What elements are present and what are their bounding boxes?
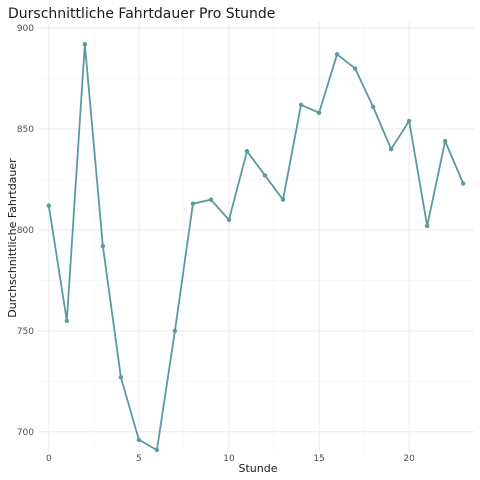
x-tick-label: 5 bbox=[136, 454, 142, 464]
line-segment bbox=[137, 438, 158, 451]
data-point bbox=[352, 66, 358, 71]
data-point bbox=[100, 243, 106, 249]
data-point bbox=[424, 223, 430, 229]
line-segment bbox=[192, 198, 212, 205]
line-segment bbox=[336, 53, 356, 70]
line-segment bbox=[444, 140, 465, 185]
chart-title: Durschnittliche Fahrtdauer Pro Stunde bbox=[8, 6, 275, 22]
data-point bbox=[334, 52, 340, 57]
line-segment bbox=[65, 43, 86, 322]
line-segment bbox=[354, 67, 375, 108]
line-segment bbox=[174, 202, 194, 332]
data-point bbox=[406, 118, 412, 124]
line-segment bbox=[372, 105, 393, 151]
data-point bbox=[172, 328, 178, 334]
data-point bbox=[136, 437, 142, 443]
data-point bbox=[388, 146, 394, 152]
data-point bbox=[244, 149, 250, 154]
data-point bbox=[280, 197, 286, 202]
data-point bbox=[82, 42, 88, 47]
y-tick-label: 800 bbox=[17, 226, 34, 236]
series-line bbox=[47, 43, 465, 451]
y-tick-label: 700 bbox=[17, 428, 34, 438]
y-tick-labels: 700 750 800 850 900 bbox=[17, 24, 34, 438]
line-segment bbox=[47, 204, 68, 322]
data-point bbox=[118, 375, 124, 380]
line-segment bbox=[408, 120, 429, 227]
data-point bbox=[262, 173, 268, 178]
line-segment bbox=[300, 103, 320, 114]
data-point bbox=[64, 318, 70, 323]
series-points bbox=[46, 42, 466, 453]
data-point bbox=[460, 181, 466, 186]
x-tick-labels: 0 5 10 15 20 bbox=[46, 454, 415, 464]
line-segment bbox=[101, 245, 122, 379]
x-tick-label: 20 bbox=[403, 454, 415, 464]
y-tick-label: 850 bbox=[17, 125, 34, 135]
line-segment bbox=[246, 150, 266, 177]
line-segment bbox=[119, 376, 140, 441]
x-axis-label: Stunde bbox=[239, 462, 278, 475]
line-segment bbox=[83, 43, 104, 247]
line-segment bbox=[264, 174, 284, 201]
data-point bbox=[154, 447, 160, 453]
data-point bbox=[208, 197, 214, 202]
data-point bbox=[442, 138, 448, 144]
line-segment bbox=[210, 198, 230, 221]
y-tick-label: 750 bbox=[17, 327, 34, 337]
y-tick-label: 900 bbox=[17, 24, 34, 34]
data-point bbox=[298, 102, 304, 107]
data-point bbox=[316, 110, 322, 116]
x-tick-label: 0 bbox=[46, 454, 52, 464]
line-segment bbox=[390, 120, 411, 151]
data-point bbox=[226, 217, 232, 223]
line-segment bbox=[228, 150, 248, 221]
data-point bbox=[46, 203, 52, 208]
data-point bbox=[370, 104, 376, 109]
x-tick-label: 10 bbox=[223, 454, 235, 464]
line-segment bbox=[282, 103, 302, 201]
line-segment bbox=[318, 53, 338, 114]
data-point bbox=[190, 201, 196, 206]
line-segment bbox=[156, 329, 176, 451]
grid bbox=[38, 22, 474, 452]
x-tick-label: 15 bbox=[313, 454, 324, 464]
line-segment bbox=[426, 140, 447, 227]
y-axis-label: Durchschnittliche Fahrtdauer bbox=[6, 158, 19, 318]
